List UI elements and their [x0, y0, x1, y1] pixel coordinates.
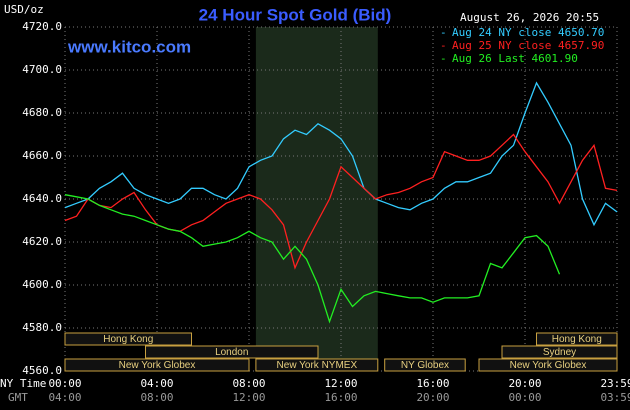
- watermark: www.kitco.com: [67, 37, 191, 56]
- y-tick-label: 4640.0: [22, 192, 62, 205]
- y-tick-label: 4560.0: [22, 364, 62, 377]
- x-tick-label: 23:59: [600, 377, 630, 390]
- session-box: [478, 358, 618, 372]
- chart-title: 24 Hour Spot Gold (Bid): [199, 5, 392, 24]
- series-line: [64, 81, 618, 227]
- legend-marker: -: [440, 26, 447, 39]
- x-tick-label: 00:00: [48, 377, 81, 390]
- x2-tick-label: 04:00: [48, 391, 81, 404]
- y-tick-label: 4720.0: [22, 20, 62, 33]
- y-tick-label: 4580.0: [22, 321, 62, 334]
- y-tick-label: 4700.0: [22, 63, 62, 76]
- series-line: [64, 194, 561, 324]
- session-box: [255, 358, 379, 372]
- y-tick-label: 4600.0: [22, 278, 62, 291]
- y-tick-label: 4620.0: [22, 235, 62, 248]
- legend-label: Aug 24 NY close 4650.70: [452, 26, 604, 39]
- x2-tick-label: 08:00: [140, 391, 173, 404]
- session-box: [501, 345, 618, 359]
- legend-marker: -: [440, 39, 447, 52]
- x-tick-label: 04:00: [140, 377, 173, 390]
- session-label: New York Globex: [510, 360, 587, 371]
- session-box: [536, 332, 618, 346]
- legend-label: Aug 26 Last 4601.90: [452, 52, 578, 65]
- session-label: Hong Kong: [103, 334, 153, 345]
- session-box: [384, 358, 466, 372]
- x2-tick-label: 12:00: [232, 391, 265, 404]
- session-box: [145, 345, 319, 359]
- legend-label: Aug 25 NY close 4657.90: [452, 39, 604, 52]
- y-tick-label: 4660.0: [22, 149, 62, 162]
- x2-tick-label: 16:00: [324, 391, 357, 404]
- session-label: NY Globex: [401, 360, 449, 371]
- session-box: [64, 332, 192, 346]
- x2-tick-label: 00:00: [508, 391, 541, 404]
- x-tick-label: 16:00: [416, 377, 449, 390]
- x-tick-label: 12:00: [324, 377, 357, 390]
- x-tick-label: 08:00: [232, 377, 265, 390]
- x-row-label: GMT: [8, 391, 28, 404]
- x-row-label: NY Time: [0, 377, 46, 390]
- market-hours-band: [255, 27, 378, 371]
- x-tick-label: 20:00: [508, 377, 541, 390]
- unit-label: USD/oz: [4, 3, 44, 16]
- session-label: London: [215, 347, 248, 358]
- session-label: New York Globex: [119, 360, 196, 371]
- timestamp: August 26, 2026 20:55: [460, 11, 599, 24]
- y-tick-label: 4680.0: [22, 106, 62, 119]
- session-label: Hong Kong: [552, 334, 602, 345]
- x2-tick-label: 03:59: [600, 391, 630, 404]
- legend-marker: -: [440, 52, 447, 65]
- session-label: New York NYMEX: [277, 360, 358, 371]
- x2-tick-label: 20:00: [416, 391, 449, 404]
- session-label: Sydney: [543, 347, 576, 358]
- session-box: [64, 358, 250, 372]
